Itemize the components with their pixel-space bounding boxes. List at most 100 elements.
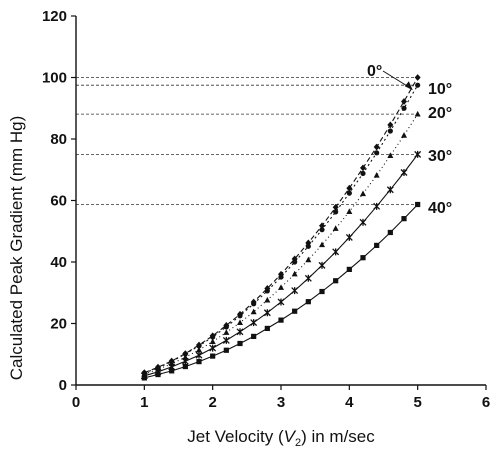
series-label-3: 30° (428, 148, 452, 165)
series-1-point-7 (237, 313, 243, 319)
series-2-point-7 (237, 319, 243, 325)
series-3-point-4 (195, 351, 203, 359)
series-3-point-19 (400, 169, 408, 177)
axes: 0 20 40 60 80 100 120 0 1 2 3 4 5 6 (42, 8, 490, 411)
series-2-point-15 (346, 208, 353, 214)
series-3-point-11 (291, 287, 299, 295)
y-tick-label-60: 60 (50, 193, 67, 210)
series-2-point-20 (414, 110, 421, 117)
series-3-point-14 (332, 248, 340, 256)
series-1-point-3 (182, 351, 188, 357)
series-label-1: 10° (428, 81, 452, 98)
series-1-point-11 (292, 259, 298, 265)
series-2-point-19 (401, 132, 407, 138)
series-line-0 (144, 77, 419, 374)
series-2-point-13 (319, 241, 325, 248)
series-4-point-16 (360, 255, 366, 261)
series-0-point-20 (414, 74, 421, 81)
series-1-point-10 (278, 274, 284, 280)
series-4-point-11 (292, 308, 298, 314)
series-1-point-14 (333, 209, 339, 215)
series-4-point-3 (182, 363, 188, 370)
series-3-point-15 (345, 233, 353, 241)
series-4-point-12 (305, 299, 311, 305)
series-2-point-14 (332, 225, 339, 231)
series-2-point-17 (373, 172, 380, 178)
series-1-point-12 (305, 243, 311, 249)
series-2-point-4 (196, 346, 202, 353)
series-2-point-16 (360, 190, 366, 197)
series-1-point-15 (346, 190, 352, 196)
x-axis-title-part-1: Jet Velocity ( (187, 427, 284, 446)
series-4-point-5 (210, 353, 216, 359)
series-2-point-11 (291, 270, 298, 277)
series-2-point-9 (264, 296, 271, 303)
y-axis-title: Calculated Peak Gradient (mm Hg) (7, 116, 26, 381)
x-tick-label-3: 3 (277, 394, 285, 411)
x-tick-label-6: 6 (482, 394, 490, 411)
y-tick-label-40: 40 (50, 254, 67, 271)
series-0-point-17 (373, 143, 380, 151)
series-3-point-9 (263, 309, 271, 317)
series-1-point-8 (251, 301, 257, 307)
series-4-point-1 (155, 371, 161, 378)
y-tick-label-100: 100 (42, 70, 67, 87)
series-3-point-3 (181, 357, 189, 365)
x-tick-label-1: 1 (140, 394, 148, 411)
series-line-1 (144, 84, 419, 374)
x-tick-label-2: 2 (208, 394, 216, 411)
series-0-point-19 (401, 98, 407, 105)
y-tick-label-20: 20 (50, 316, 67, 333)
series-4-point-15 (346, 266, 352, 272)
series-3-point-7 (236, 328, 244, 336)
series-2-point-12 (305, 256, 312, 263)
series-line-3 (144, 154, 419, 377)
series-4-point-4 (196, 359, 202, 365)
series-2-point-3 (182, 354, 189, 360)
series-0-point-18 (387, 121, 394, 129)
series-1-point-19 (401, 105, 407, 111)
series-2-point-18 (387, 152, 394, 159)
series-label-2: 20° (428, 105, 452, 122)
series-1-point-6 (223, 324, 229, 330)
series-3-point-10 (277, 298, 285, 306)
x-axis-title-part-2: ) in m/sec (301, 427, 375, 446)
x-axis-title-variable: V (284, 427, 297, 446)
y-tick-label-120: 120 (42, 8, 67, 25)
series-3-point-6 (222, 336, 230, 344)
series-4-point-2 (169, 368, 175, 374)
series-2-point-10 (278, 284, 284, 290)
series-1-point-17 (374, 150, 380, 156)
x-tick-label-0: 0 (72, 394, 80, 411)
series-4-point-19 (401, 216, 407, 222)
series-4-point-7 (237, 340, 243, 347)
series-3-point-18 (386, 186, 394, 194)
reference-lines (76, 77, 418, 205)
y-tick-label-80: 80 (50, 131, 67, 148)
series-4-point-13 (319, 288, 325, 295)
series-labels: 0° 10° 20° 30° 40° (367, 63, 452, 217)
series-0-point-15 (346, 184, 353, 192)
series-1-point-4 (196, 343, 202, 349)
series-1-point-18 (387, 128, 393, 134)
series-2-point-5 (209, 338, 216, 345)
series-label-0-arrowhead (404, 81, 413, 91)
series-4-point-20 (415, 201, 421, 208)
series-3-point-16 (359, 218, 367, 226)
series-3-point-13 (318, 261, 326, 269)
series-0-point-12 (305, 239, 312, 247)
series-1-point-9 (264, 288, 270, 294)
series-2-point-6 (223, 329, 230, 335)
series-2-point-8 (250, 308, 257, 315)
series-4-point-10 (278, 317, 284, 323)
series-1-point-20 (415, 82, 421, 88)
y-tick-label-0: 0 (59, 377, 67, 394)
series-1-point-13 (319, 227, 325, 233)
x-axis-title-subscript: 2 (295, 437, 301, 449)
series-group (140, 74, 422, 381)
series-4-point-18 (387, 229, 393, 236)
series-4-point-14 (333, 278, 339, 284)
series-3-point-12 (304, 274, 312, 282)
series-1-point-16 (360, 170, 366, 177)
